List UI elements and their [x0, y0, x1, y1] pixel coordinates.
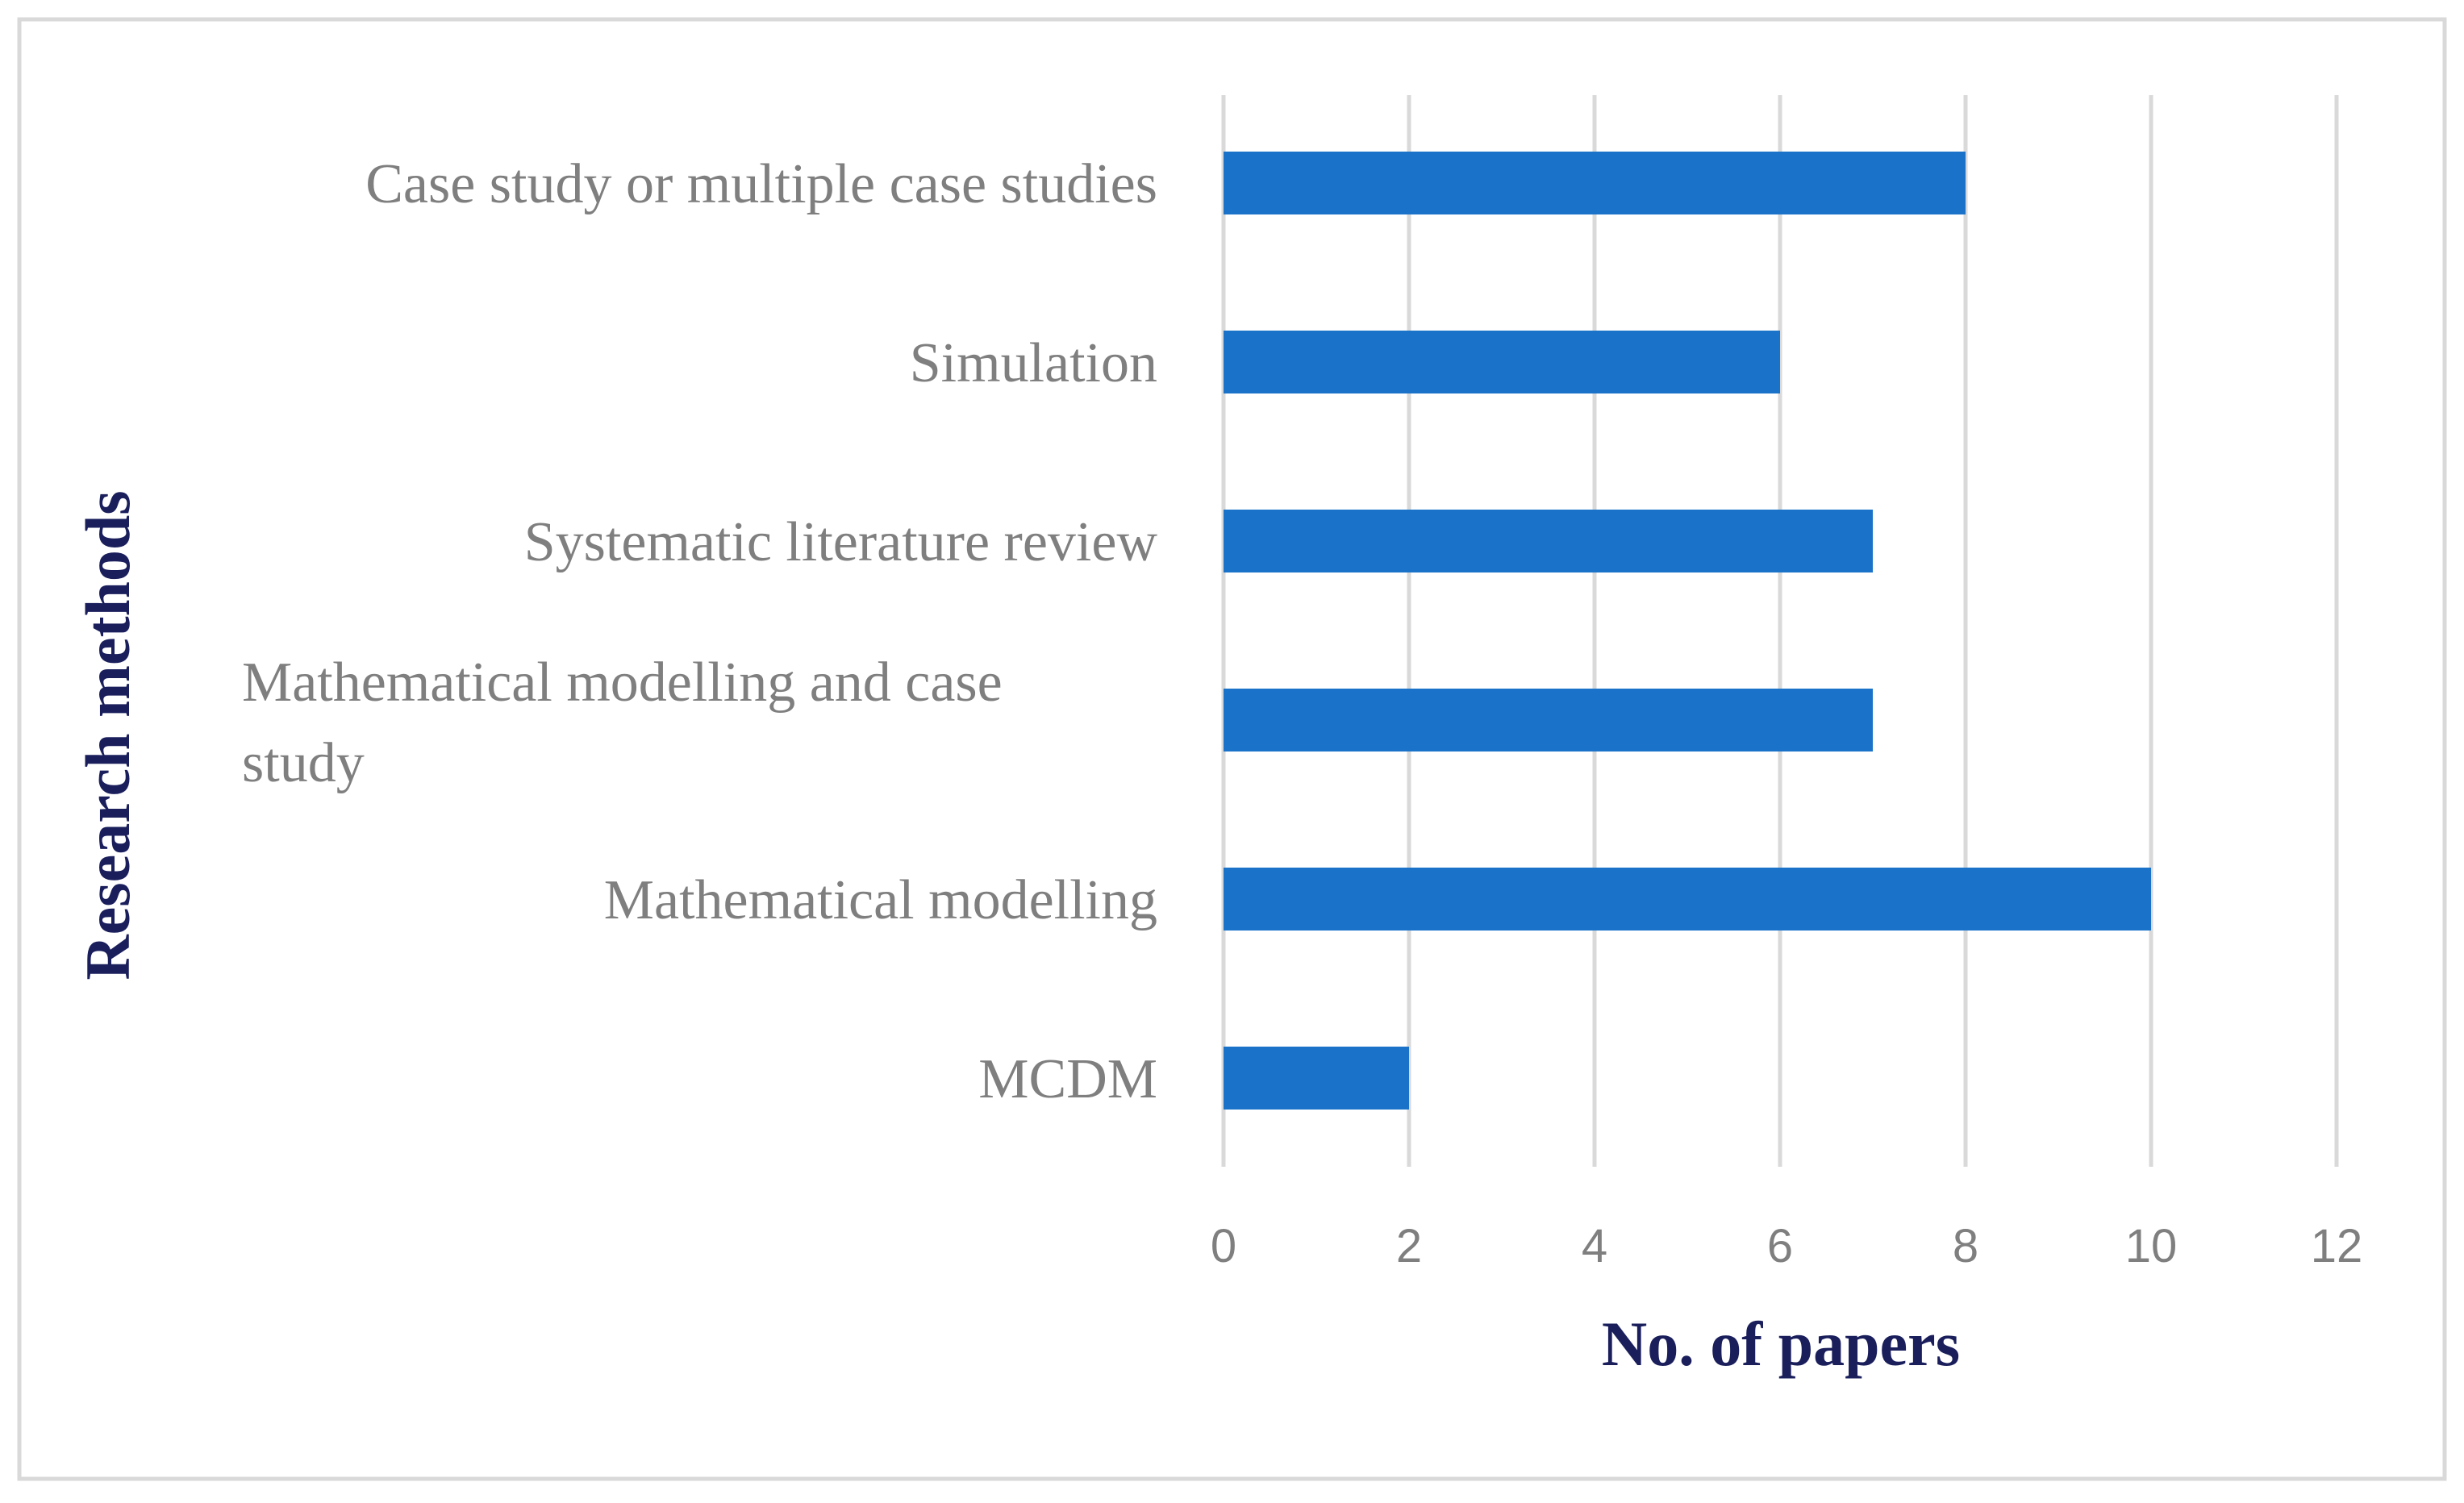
- bar: [1224, 868, 2151, 931]
- bar: [1224, 331, 1780, 393]
- bar: [1224, 1047, 1409, 1110]
- y-axis-title: Research methods: [73, 490, 143, 980]
- category-label: Simulation: [910, 332, 1157, 394]
- x-tick-label: 12: [2311, 1220, 2363, 1272]
- bar: [1224, 152, 1966, 214]
- x-tick-label: 8: [1953, 1220, 1978, 1272]
- category-label: MCDM: [978, 1048, 1157, 1110]
- category-label: study: [242, 732, 365, 794]
- x-axis-title: No. of papers: [1602, 1309, 1960, 1379]
- x-tick-label: 10: [2125, 1220, 2178, 1272]
- bar: [1224, 510, 1873, 572]
- x-tick-label: 6: [1767, 1220, 1793, 1272]
- bar: [1224, 689, 1873, 752]
- x-tick-label: 2: [1396, 1220, 1422, 1272]
- x-tick-label: 0: [1211, 1220, 1236, 1272]
- category-label: Case study or multiple case studies: [365, 153, 1157, 215]
- category-label: Mathematical modelling and case: [242, 652, 1003, 714]
- category-label: Mathematical modelling: [604, 869, 1157, 931]
- x-tick-label: 4: [1582, 1220, 1607, 1272]
- category-label: Systematic literature review: [524, 511, 1158, 573]
